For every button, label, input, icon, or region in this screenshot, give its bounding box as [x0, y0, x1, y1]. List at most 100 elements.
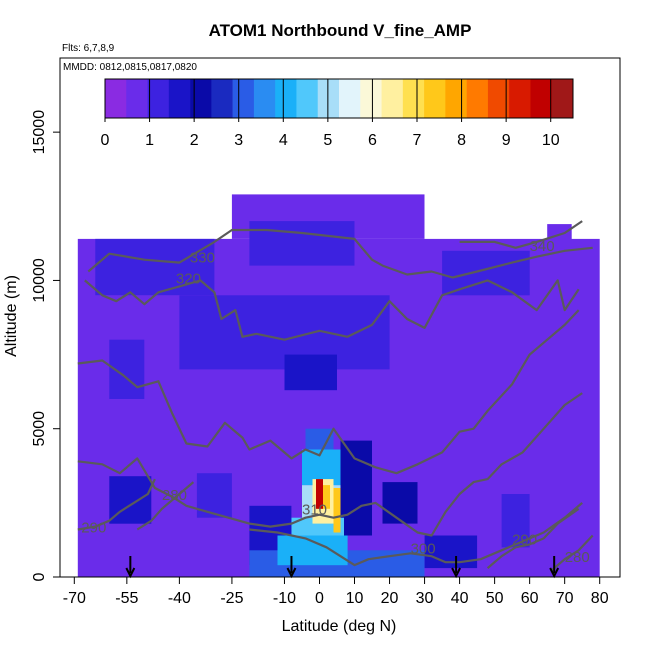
x-axis: -70 -55 -40 -25 -10 0 10 20 30 40 50 60 70 80	[63, 577, 609, 607]
x-tick-label-0: -70	[63, 590, 86, 607]
contour-line-9	[549, 534, 594, 572]
x-tick-label-5: 0	[315, 590, 324, 607]
contour-line-8	[136, 481, 195, 531]
colorbar-tick-label-8: 8	[457, 132, 466, 149]
contour-label-8: 280	[162, 487, 187, 504]
colorbar-segment-9	[296, 79, 319, 118]
colorbar-segment-7	[253, 79, 276, 118]
colorbar-segment-15	[424, 79, 446, 118]
contour-label-0: 330	[190, 250, 215, 267]
colorbar-segment-17	[466, 79, 489, 118]
data-cell-22	[305, 428, 334, 450]
data-cell-5	[249, 221, 355, 266]
colorbar-segment-21	[551, 79, 574, 118]
colorbar-tick-label-0: 0	[101, 132, 110, 149]
colorbar-segment-10	[317, 79, 340, 118]
colorbar-tick-label-7: 7	[413, 132, 422, 149]
colorbar-tick-label-2: 2	[190, 132, 199, 149]
colorbar-tick-label-5: 5	[323, 132, 332, 149]
data-cell-26	[333, 488, 341, 533]
y-tick-label-1: 5000	[31, 411, 48, 447]
colorbar-segment-14	[402, 79, 425, 118]
x-tick-label-11: 60	[521, 590, 539, 607]
x-tick-label-8: 30	[416, 590, 434, 607]
data-cells	[77, 194, 600, 577]
contour-label-7: 290	[512, 531, 537, 548]
contour-label-2: 320	[176, 270, 201, 287]
x-tick-label-12: 70	[556, 590, 574, 607]
contour-label-6: 290	[81, 520, 106, 537]
contour-line-5	[249, 502, 583, 567]
flight-arrow-1	[286, 556, 297, 579]
colorbar-segment-4	[190, 79, 212, 118]
flights-note: Flts: 6,7,8,9	[62, 43, 115, 54]
y-tick-label-2: 10000	[31, 258, 48, 303]
flight-arrow-3	[549, 556, 560, 579]
contour-label-5: 300	[411, 540, 436, 557]
x-tick-label-9: 40	[451, 590, 469, 607]
colorbar-segment-0	[105, 79, 127, 118]
colorbar-tick-label-4: 4	[279, 132, 288, 149]
y-tick-label-3: 15000	[31, 110, 48, 155]
x-tick-label-3: -25	[220, 590, 243, 607]
x-tick-label-2: -40	[168, 590, 191, 607]
contour-line-0	[87, 228, 593, 279]
flight-arrow-head-1	[286, 567, 297, 579]
contour-lines: 330 340 320 310 300 290 290 280 280	[77, 220, 594, 572]
flight-arrow-0	[125, 556, 136, 579]
colorbar-segment-13	[381, 79, 404, 118]
colorbar-segment-1	[126, 79, 148, 118]
colorbar-tick-label-6: 6	[368, 132, 377, 149]
data-cell-16	[501, 494, 530, 548]
plot-frame	[59, 57, 621, 578]
colorbar-segment-18	[487, 79, 510, 118]
y-tick-label-0: 0	[31, 572, 48, 581]
data-cell-13	[340, 440, 372, 536]
flight-arrows	[125, 556, 560, 579]
y-axis-label: Altitude (m)	[3, 275, 20, 357]
colorbar-segment-11	[339, 79, 361, 118]
y-axis: 0 5000 10000 15000	[31, 110, 60, 581]
colorbar: 0 1 2 3 4 5 6 7 8 9 10	[101, 78, 574, 149]
colorbar-segment-16	[445, 79, 467, 118]
contour-line-4	[77, 392, 583, 537]
flight-arrow-head-3	[549, 567, 560, 579]
contour-line-3	[77, 309, 580, 475]
colorbar-segment-5	[211, 79, 233, 118]
colorbar-tick-label-3: 3	[234, 132, 243, 149]
data-cell-25	[316, 479, 323, 509]
x-tick-label-1: -55	[115, 590, 138, 607]
colorbar-segment-8	[275, 79, 297, 118]
contour-label-4: 310	[302, 502, 327, 519]
flight-arrow-head-0	[125, 567, 136, 579]
colorbar-tick-label-9: 9	[502, 132, 511, 149]
contour-line-1	[459, 220, 583, 249]
data-cell-4	[95, 238, 215, 296]
x-tick-label-7: 20	[381, 590, 399, 607]
x-tick-label-13: 80	[591, 590, 609, 607]
colorbar-segment-12	[360, 79, 382, 118]
data-cell-6	[442, 250, 530, 296]
colorbar-segment-19	[509, 79, 531, 118]
data-cell-18	[277, 535, 348, 566]
x-tick-label-10: 50	[486, 590, 504, 607]
dates-note: MMDD: 0812,0815,0817,0820	[63, 62, 197, 73]
flight-arrow-2	[451, 556, 461, 579]
data-cell-14	[382, 482, 418, 524]
data-cell-8	[284, 354, 337, 391]
x-tick-label-6: 10	[346, 590, 364, 607]
x-tick-label-4: -10	[273, 590, 296, 607]
data-cell-1	[81, 250, 89, 275]
chart-title: ATOM1 Northbound V_fine_AMP	[209, 21, 472, 40]
contour-line-7	[486, 507, 580, 569]
contour-line-2	[84, 279, 580, 341]
colorbar-segment-3	[168, 79, 191, 118]
contour-label-1: 340	[530, 238, 555, 255]
flight-arrow-head-2	[451, 567, 461, 579]
colorbar-tick-label-10: 10	[542, 132, 560, 149]
colorbar-segment-2	[147, 79, 170, 118]
x-axis-label: Latitude (deg N)	[282, 618, 397, 635]
colorbar-segment-6	[232, 79, 255, 118]
colorbar-tick-label-1: 1	[145, 132, 154, 149]
